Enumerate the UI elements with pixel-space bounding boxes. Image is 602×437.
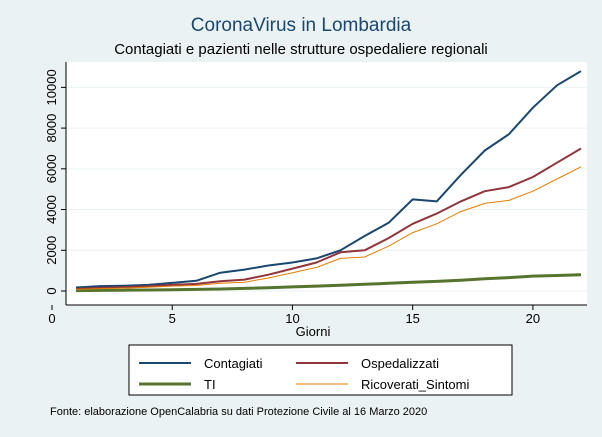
series-lines [75,70,582,293]
x-tick-label: 15 [405,311,419,326]
legend-label-ti: TI [204,377,216,392]
grid [66,86,587,292]
y-tick-label: 2000 [44,236,59,265]
axes: 0 2000 4000 6000 8000 10000 0 5 10 15 20 [44,62,587,326]
series-line-ti [75,273,582,293]
y-tick-label: 8000 [44,114,59,143]
series-line-contagiati [75,70,582,289]
y-tick-label: 0 [44,287,59,294]
x-tick-label: 20 [526,311,540,326]
y-tick-label: 6000 [44,154,59,183]
x-tick-label: 5 [169,311,176,326]
legend-label-ospedalizzati: Ospedalizzati [361,356,439,371]
series-line-ricoverati_sintomi [75,166,582,290]
x-axis-label: Giorni [296,324,331,339]
chart-title: CoronaVirus in Lombardia [191,15,412,36]
source-note: Fonte: elaborazione OpenCalabria su dati… [50,406,427,418]
legend: Contagiati Ospedalizzati TI Ricoverati_Sint… [139,356,469,392]
plot-area [66,62,587,305]
x-tick-label: 10 [285,311,299,326]
legend-label-ricoverati_sintomi: Ricoverati_Sintomi [361,377,469,392]
x-tick-label: 0 [48,311,55,326]
y-tick-label: 4000 [44,195,59,224]
legend-box [128,344,513,396]
series-line-ospedalizzati [75,147,582,290]
legend-label-contagiati: Contagiati [204,356,263,371]
y-tick-label: 10000 [44,69,59,105]
chart-subtitle: Contagiati e pazienti nelle strutture os… [114,41,488,58]
